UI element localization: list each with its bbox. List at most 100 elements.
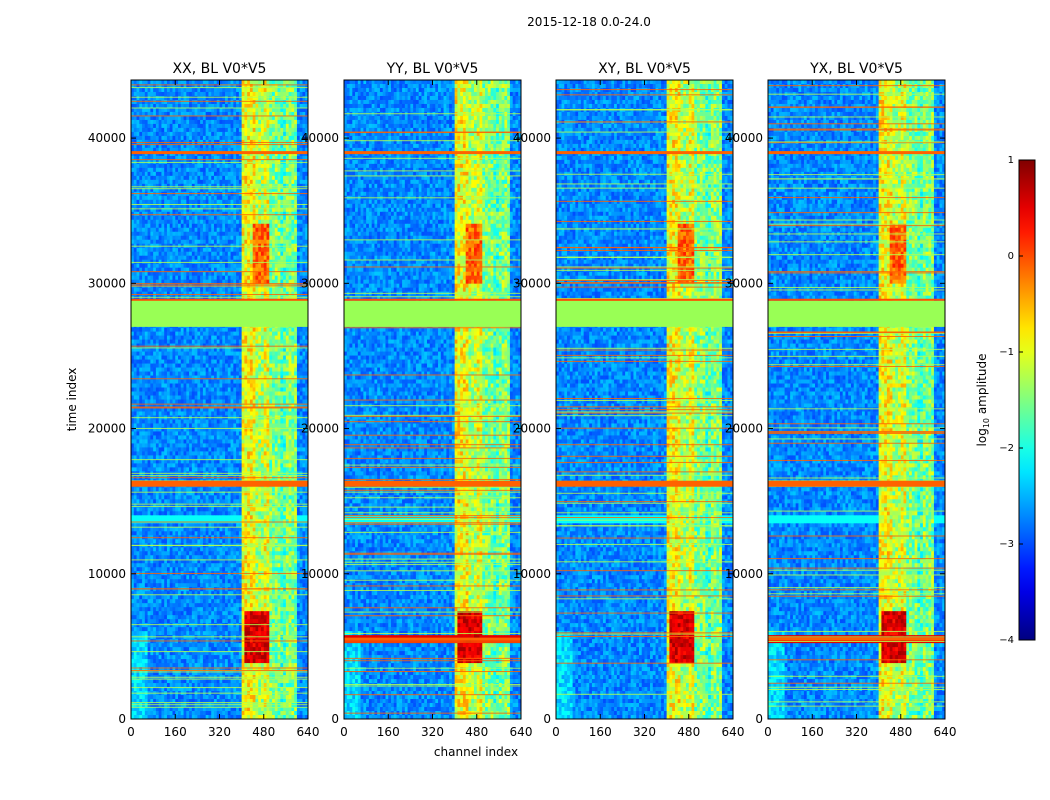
heatmap-cell xyxy=(266,331,270,336)
heatmap-cell xyxy=(299,211,303,217)
heatmap-cell xyxy=(263,255,267,261)
heatmap-cell xyxy=(266,131,270,137)
heatmap-cell xyxy=(233,111,237,117)
heatmap-cell xyxy=(180,351,184,356)
heatmap-cell xyxy=(136,383,140,388)
heatmap-cell xyxy=(266,231,270,237)
heatmap-cell xyxy=(252,135,256,141)
heatmap-cell xyxy=(280,135,284,141)
heatmap-cell xyxy=(211,371,215,376)
heatmap-cell xyxy=(291,279,295,285)
heatmap-cell xyxy=(186,259,190,265)
heatmap-cell xyxy=(172,347,176,352)
heatmap-cell xyxy=(139,87,143,93)
heatmap-cell xyxy=(244,267,248,273)
heatmap-cell xyxy=(155,359,160,364)
heatmap-cell xyxy=(260,359,265,364)
heatmap-cell xyxy=(194,227,198,233)
heatmap-cell xyxy=(133,95,137,101)
heatmap-cell xyxy=(230,247,234,253)
heatmap-cell xyxy=(183,367,187,372)
heatmap-cell xyxy=(266,239,270,245)
heatmap-cell xyxy=(294,355,298,360)
heatmap-cell xyxy=(258,171,262,177)
heatmap-cell xyxy=(186,155,190,161)
heatmap-cell xyxy=(161,99,165,105)
heatmap-cell xyxy=(155,80,160,85)
heatmap-cell xyxy=(274,187,278,193)
heatmap-cell xyxy=(158,195,162,201)
heatmap-cell xyxy=(189,259,193,265)
heatmap-cell xyxy=(263,375,267,380)
heatmap-cell xyxy=(216,143,220,149)
heatmap-cell xyxy=(150,183,154,189)
heatmap-cell xyxy=(205,263,209,269)
heatmap-cell xyxy=(133,119,137,125)
heatmap-cell xyxy=(150,195,154,201)
heatmap-cell xyxy=(241,375,245,380)
heatmap-cell xyxy=(136,127,140,133)
heatmap-cell xyxy=(283,119,287,125)
heatmap-cell xyxy=(296,119,301,125)
heatmap-cell xyxy=(260,215,265,221)
heatmap-cell xyxy=(272,383,276,388)
heatmap-cell xyxy=(299,80,303,85)
heatmap-cell xyxy=(158,235,162,241)
heatmap-cell xyxy=(269,231,273,237)
heatmap-cell xyxy=(155,387,160,392)
heatmap-cell xyxy=(236,263,240,269)
heatmap-cell xyxy=(255,183,259,189)
heatmap-cell xyxy=(288,187,292,193)
heatmap-cell xyxy=(288,223,292,229)
heatmap-cell xyxy=(280,263,284,269)
heatmap-cell xyxy=(247,127,251,133)
heatmap-cell xyxy=(147,155,151,161)
heatmap-cell xyxy=(131,355,135,360)
heatmap-cell xyxy=(178,179,182,185)
heatmap-cell xyxy=(225,235,229,241)
heatmap-cell xyxy=(142,351,146,356)
heatmap-cell xyxy=(280,215,284,221)
heatmap-cell xyxy=(305,119,308,125)
heatmap-cell xyxy=(200,279,204,285)
heatmap-cell xyxy=(205,115,209,121)
heatmap-cell xyxy=(227,263,231,269)
heatmap-cell xyxy=(285,279,290,285)
heatmap-cell xyxy=(189,295,193,301)
heatmap-cell xyxy=(269,127,273,133)
heatmap-cell xyxy=(191,379,196,384)
heatmap-cell xyxy=(202,163,207,169)
heatmap-cell xyxy=(169,91,173,97)
heatmap-cell xyxy=(211,295,215,301)
heatmap-cell xyxy=(249,263,254,269)
heatmap-cell xyxy=(183,271,187,277)
heatmap-cell xyxy=(241,255,245,261)
heatmap-cell xyxy=(216,295,220,301)
heatmap-cell xyxy=(144,259,148,265)
heatmap-cell xyxy=(158,99,162,105)
heatmap-cell xyxy=(294,135,298,141)
heatmap-cell xyxy=(178,143,182,149)
heatmap-cell xyxy=(285,219,290,225)
heatmap-cell xyxy=(172,375,176,380)
heatmap-cell xyxy=(285,355,290,360)
heatmap-cell xyxy=(263,211,267,217)
heatmap-cell xyxy=(258,363,262,368)
heatmap-cell xyxy=(260,247,265,253)
heatmap-cell xyxy=(136,223,140,229)
heatmap-cell xyxy=(202,219,207,225)
heatmap-cell xyxy=(291,371,295,376)
heatmap-cell xyxy=(291,387,295,392)
heatmap-cell xyxy=(178,363,182,368)
heatmap-cell xyxy=(288,287,292,293)
heatmap-cell xyxy=(131,335,135,340)
heatmap-cell xyxy=(272,231,276,237)
heatmap-cell xyxy=(183,175,187,181)
heatmap-cell xyxy=(288,339,292,344)
heatmap-cell xyxy=(249,259,254,265)
heatmap-cell xyxy=(299,355,303,360)
heatmap-cell xyxy=(249,287,254,293)
heatmap-cell xyxy=(169,351,173,356)
heatmap-cell xyxy=(144,347,148,352)
heatmap-cell xyxy=(302,119,306,125)
